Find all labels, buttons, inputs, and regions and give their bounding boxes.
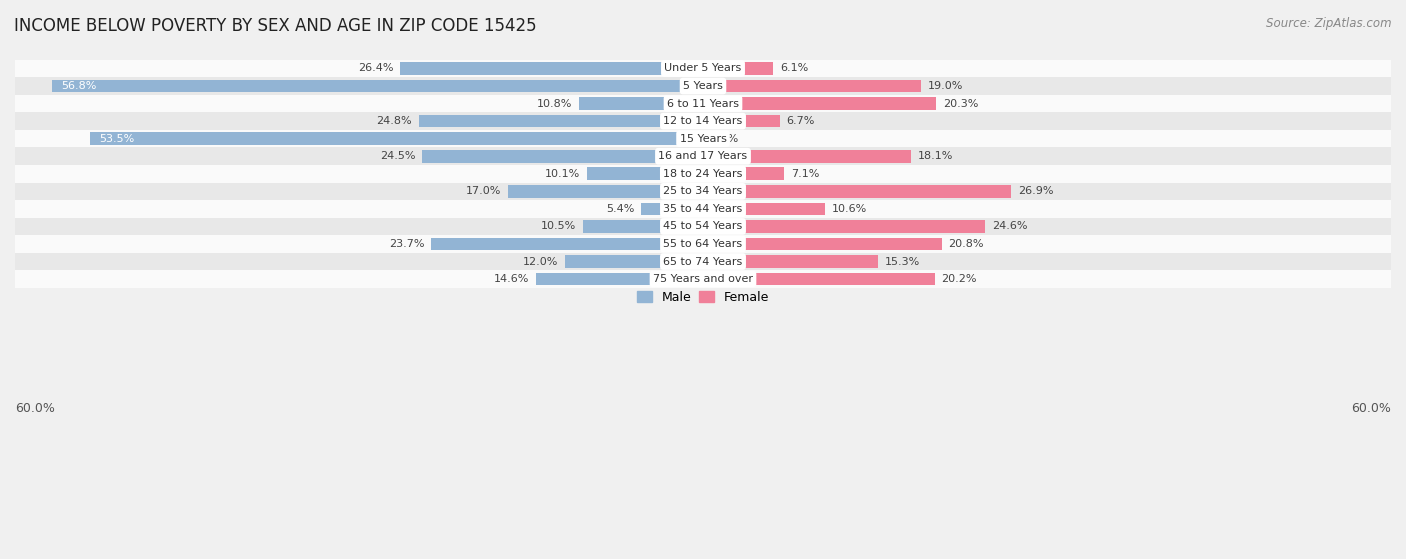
Bar [401, 62, 703, 75]
Text: 10.8%: 10.8% [537, 98, 572, 108]
Bar [15, 60, 1391, 77]
Text: Source: ZipAtlas.com: Source: ZipAtlas.com [1267, 17, 1392, 30]
Text: 26.9%: 26.9% [1018, 186, 1054, 196]
Text: 24.8%: 24.8% [377, 116, 412, 126]
Bar [508, 185, 703, 198]
Bar [703, 238, 942, 250]
Bar [703, 80, 921, 92]
Bar [703, 97, 936, 110]
Text: 16 and 17 Years: 16 and 17 Years [658, 151, 748, 161]
Text: 55 to 64 Years: 55 to 64 Years [664, 239, 742, 249]
Bar [15, 130, 1391, 148]
Text: 12 to 14 Years: 12 to 14 Years [664, 116, 742, 126]
Text: 6.7%: 6.7% [787, 116, 815, 126]
Text: 20.8%: 20.8% [949, 239, 984, 249]
Bar [703, 220, 986, 233]
Text: 24.5%: 24.5% [380, 151, 415, 161]
Bar [703, 115, 780, 127]
Bar [703, 62, 773, 75]
Text: 20.2%: 20.2% [942, 274, 977, 284]
Text: 60.0%: 60.0% [1351, 402, 1391, 415]
Text: 15.3%: 15.3% [886, 257, 921, 267]
Text: 18 to 24 Years: 18 to 24 Years [664, 169, 742, 179]
Text: 25 to 34 Years: 25 to 34 Years [664, 186, 742, 196]
Bar [15, 235, 1391, 253]
Bar [641, 202, 703, 215]
Bar [15, 253, 1391, 271]
Bar [582, 220, 703, 233]
Bar [703, 168, 785, 180]
Text: 20.3%: 20.3% [942, 98, 979, 108]
Bar [588, 168, 703, 180]
Bar [703, 185, 1011, 198]
Text: 60.0%: 60.0% [15, 402, 55, 415]
Text: 14.6%: 14.6% [494, 274, 529, 284]
Text: INCOME BELOW POVERTY BY SEX AND AGE IN ZIP CODE 15425: INCOME BELOW POVERTY BY SEX AND AGE IN Z… [14, 17, 537, 35]
Text: 19.0%: 19.0% [928, 81, 963, 91]
Text: 6 to 11 Years: 6 to 11 Years [666, 98, 740, 108]
Bar [565, 255, 703, 268]
Bar [15, 200, 1391, 217]
Bar [536, 273, 703, 286]
Bar [52, 80, 703, 92]
Text: 24.6%: 24.6% [993, 221, 1028, 231]
Text: 26.4%: 26.4% [359, 64, 394, 73]
Text: Under 5 Years: Under 5 Years [665, 64, 741, 73]
Bar [432, 238, 703, 250]
Bar [15, 271, 1391, 288]
Bar [15, 95, 1391, 112]
Text: 10.1%: 10.1% [546, 169, 581, 179]
Text: 35 to 44 Years: 35 to 44 Years [664, 204, 742, 214]
Text: 45 to 54 Years: 45 to 54 Years [664, 221, 742, 231]
Text: 5.4%: 5.4% [606, 204, 634, 214]
Bar [15, 148, 1391, 165]
Text: 10.6%: 10.6% [831, 204, 866, 214]
Bar [15, 112, 1391, 130]
Text: 10.5%: 10.5% [540, 221, 575, 231]
Bar [703, 150, 911, 163]
Bar [579, 97, 703, 110]
Text: 65 to 74 Years: 65 to 74 Years [664, 257, 742, 267]
Bar [703, 273, 935, 286]
Bar [703, 255, 879, 268]
Text: 18.1%: 18.1% [918, 151, 953, 161]
Text: 23.7%: 23.7% [389, 239, 425, 249]
Text: 5 Years: 5 Years [683, 81, 723, 91]
Text: 12.0%: 12.0% [523, 257, 558, 267]
Text: 75 Years and over: 75 Years and over [652, 274, 754, 284]
Text: 6.1%: 6.1% [780, 64, 808, 73]
Bar [15, 77, 1391, 95]
Bar [419, 115, 703, 127]
Text: 17.0%: 17.0% [465, 186, 501, 196]
Text: 15 Years: 15 Years [679, 134, 727, 144]
Bar [703, 202, 824, 215]
Bar [90, 132, 703, 145]
Bar [15, 183, 1391, 200]
Bar [15, 165, 1391, 183]
Text: 7.1%: 7.1% [792, 169, 820, 179]
Bar [15, 217, 1391, 235]
Legend: Male, Female: Male, Female [631, 286, 775, 309]
Text: 0.0%: 0.0% [710, 134, 738, 144]
Text: 53.5%: 53.5% [98, 134, 134, 144]
Bar [422, 150, 703, 163]
Text: 56.8%: 56.8% [60, 81, 96, 91]
